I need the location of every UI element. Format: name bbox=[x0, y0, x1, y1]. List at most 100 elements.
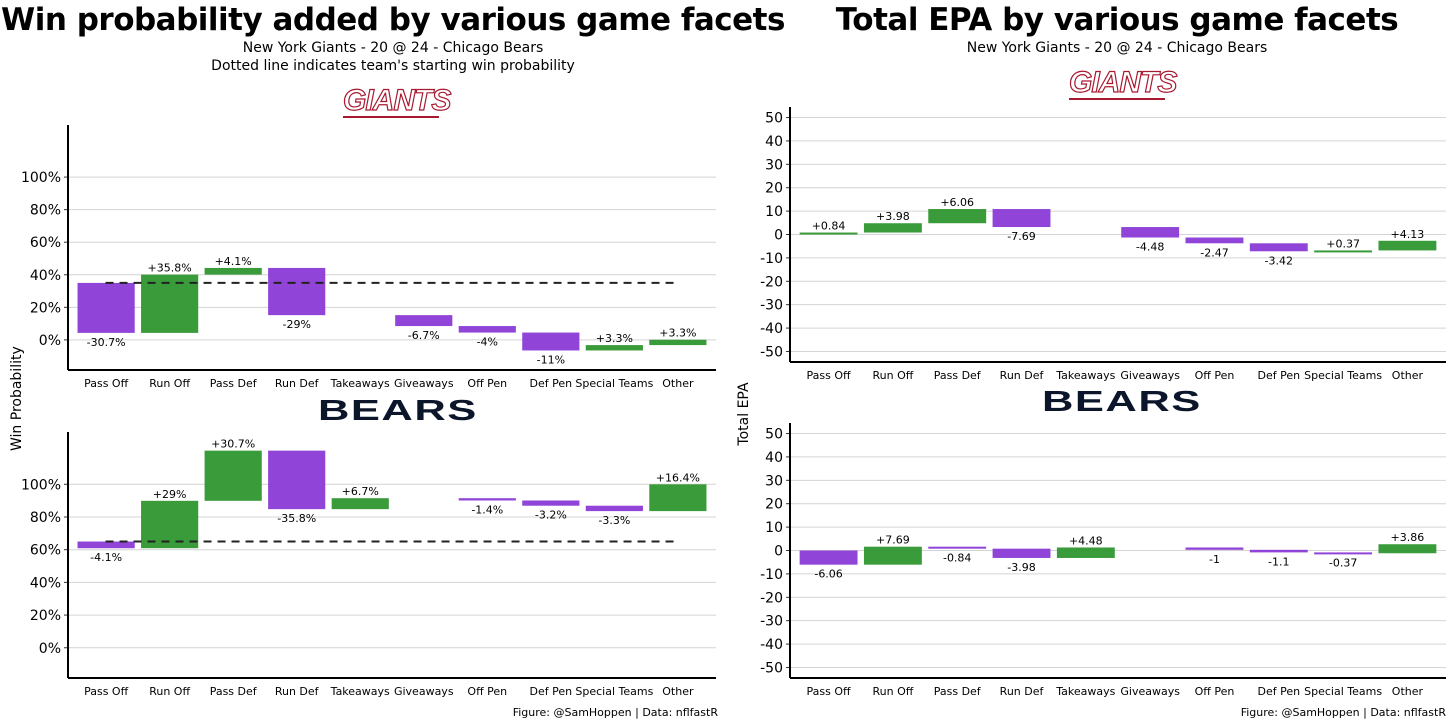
waterfall-bar bbox=[992, 209, 1051, 228]
waterfall-bar bbox=[799, 232, 858, 235]
x-category-label: Pass Def bbox=[210, 685, 258, 698]
waterfall-bar bbox=[458, 498, 516, 501]
bar-value-label: +30.7% bbox=[211, 438, 255, 451]
y-tick-label: 0 bbox=[774, 228, 783, 244]
giants-epa-waterfall-chart: -50 -40 -30 -20 -10 0 10 20 30 40 50 +0.84 Pass Off +… bbox=[760, 107, 1446, 382]
waterfall-bar bbox=[77, 282, 135, 333]
y-tick-label: 40% bbox=[30, 575, 61, 591]
bar-value-label: +3.98 bbox=[876, 210, 910, 223]
bar-value-label: +16.4% bbox=[656, 471, 700, 484]
x-category-label: Other bbox=[662, 377, 694, 390]
waterfall-bar bbox=[1314, 250, 1373, 253]
x-category-label: Run Def bbox=[275, 685, 320, 698]
waterfall-bar bbox=[522, 332, 580, 351]
waterfall-bar bbox=[331, 498, 389, 510]
bar-value-label: -2.47 bbox=[1200, 246, 1228, 259]
waterfall-bar bbox=[585, 345, 643, 351]
x-category-label: Run Def bbox=[275, 377, 320, 390]
y-tick-label: 40% bbox=[30, 268, 61, 284]
y-tick-label: -50 bbox=[760, 660, 783, 676]
bar-value-label: +3.3% bbox=[596, 332, 633, 345]
x-category-label: Run Off bbox=[149, 685, 190, 698]
bar-value-label: -1.1 bbox=[1268, 555, 1289, 568]
wp-chart-note: Dotted line indicates team's starting wi… bbox=[211, 58, 575, 74]
y-tick-label: 100% bbox=[21, 170, 61, 186]
x-category-label: Def Pen bbox=[530, 377, 573, 390]
y-tick-label: 60% bbox=[30, 235, 61, 251]
bar-value-label: +4.1% bbox=[215, 255, 252, 268]
waterfall-bar bbox=[1185, 237, 1244, 244]
epa-chart-title: Total EPA by various game facets bbox=[835, 2, 1399, 38]
x-category-label: Giveaways bbox=[394, 685, 454, 698]
x-category-label: Other bbox=[1392, 369, 1424, 382]
bar-value-label: -3.3% bbox=[598, 514, 630, 527]
waterfall-bar bbox=[268, 267, 326, 316]
bar-value-label: +4.13 bbox=[1391, 228, 1425, 241]
bar-value-label: +3.3% bbox=[659, 327, 696, 340]
bar-value-label: +4.48 bbox=[1069, 534, 1103, 547]
x-category-label: Run Off bbox=[149, 377, 190, 390]
epa-y-axis-label: Total EPA bbox=[736, 382, 752, 446]
wp-chart-title: Win probability added by various game fa… bbox=[1, 2, 785, 38]
bar-value-label: -6.06 bbox=[814, 568, 842, 581]
bar-value-label: -1.4% bbox=[471, 503, 503, 516]
x-category-label: Pass Off bbox=[807, 685, 851, 698]
x-category-label: Def Pen bbox=[1257, 685, 1300, 698]
y-tick-label: 10 bbox=[765, 520, 783, 536]
y-tick-label: -50 bbox=[760, 344, 783, 360]
y-tick-label: -40 bbox=[760, 637, 783, 653]
x-category-label: Run Off bbox=[872, 369, 913, 382]
bar-value-label: -1 bbox=[1209, 553, 1220, 566]
waterfall-bar bbox=[992, 548, 1051, 558]
waterfall-bar bbox=[1056, 547, 1115, 558]
y-tick-label: -10 bbox=[760, 251, 783, 267]
x-category-label: Def Pen bbox=[530, 685, 573, 698]
y-tick-label: 80% bbox=[30, 203, 61, 219]
x-category-label: Run Off bbox=[872, 685, 913, 698]
y-tick-label: 80% bbox=[30, 510, 61, 526]
bar-value-label: +0.84 bbox=[812, 220, 846, 233]
waterfall-bar bbox=[863, 223, 922, 233]
bears-logo: BEARS bbox=[318, 395, 478, 427]
x-category-label: Other bbox=[1392, 685, 1424, 698]
x-category-label: Off Pen bbox=[1195, 685, 1235, 698]
x-category-label: Takeaways bbox=[330, 377, 390, 390]
waterfall-bar bbox=[1378, 544, 1437, 554]
x-category-label: Special Teams bbox=[1304, 369, 1382, 382]
x-category-label: Off Pen bbox=[467, 377, 507, 390]
x-category-label: Pass Off bbox=[84, 685, 128, 698]
waterfall-bar bbox=[928, 209, 987, 224]
giants-logo: GIANTS bbox=[342, 84, 452, 118]
y-tick-label: 20% bbox=[30, 608, 61, 624]
bar-value-label: +7.69 bbox=[876, 534, 910, 547]
waterfall-bar bbox=[585, 505, 643, 512]
bar-value-label: +3.86 bbox=[1391, 531, 1425, 544]
x-category-label: Special Teams bbox=[575, 685, 653, 698]
waterfall-bar bbox=[268, 450, 326, 510]
waterfall-bar bbox=[1249, 243, 1308, 252]
bar-value-label: -6.7% bbox=[408, 329, 440, 342]
epa-chart-subtitle: New York Giants - 20 @ 24 - Chicago Bear… bbox=[966, 40, 1268, 56]
giants-wp-waterfall-chart: 0% 20% 40% 60% 80% 100% -30.7% Pass Off +35.8% Ru… bbox=[21, 125, 716, 390]
waterfall-bar bbox=[799, 550, 858, 565]
bar-value-label: -3.42 bbox=[1265, 254, 1293, 267]
waterfall-bar bbox=[649, 484, 707, 512]
waterfall-bar bbox=[863, 546, 922, 565]
y-tick-label: -20 bbox=[760, 590, 783, 606]
y-tick-label: 20 bbox=[765, 497, 783, 513]
giants-logo: GIANTS bbox=[1068, 66, 1178, 100]
bar-value-label: -0.84 bbox=[943, 552, 971, 565]
x-category-label: Pass Off bbox=[84, 377, 128, 390]
x-category-label: Off Pen bbox=[467, 685, 507, 698]
y-tick-label: 30 bbox=[765, 157, 783, 173]
y-tick-label: -20 bbox=[760, 274, 783, 290]
waterfall-bar bbox=[204, 450, 262, 501]
x-category-label: Takeaways bbox=[1055, 369, 1115, 382]
bar-value-label: +29% bbox=[153, 488, 187, 501]
x-category-label: Giveaways bbox=[1120, 685, 1180, 698]
x-category-label: Run Def bbox=[1000, 685, 1045, 698]
bears-wp-waterfall-chart: 0% 20% 40% 60% 80% 100% -4.1% Pass Off +29% Run O… bbox=[21, 432, 716, 698]
waterfall-bar bbox=[141, 500, 199, 549]
waterfall-bar bbox=[1314, 552, 1373, 555]
y-tick-label: 20 bbox=[765, 181, 783, 197]
